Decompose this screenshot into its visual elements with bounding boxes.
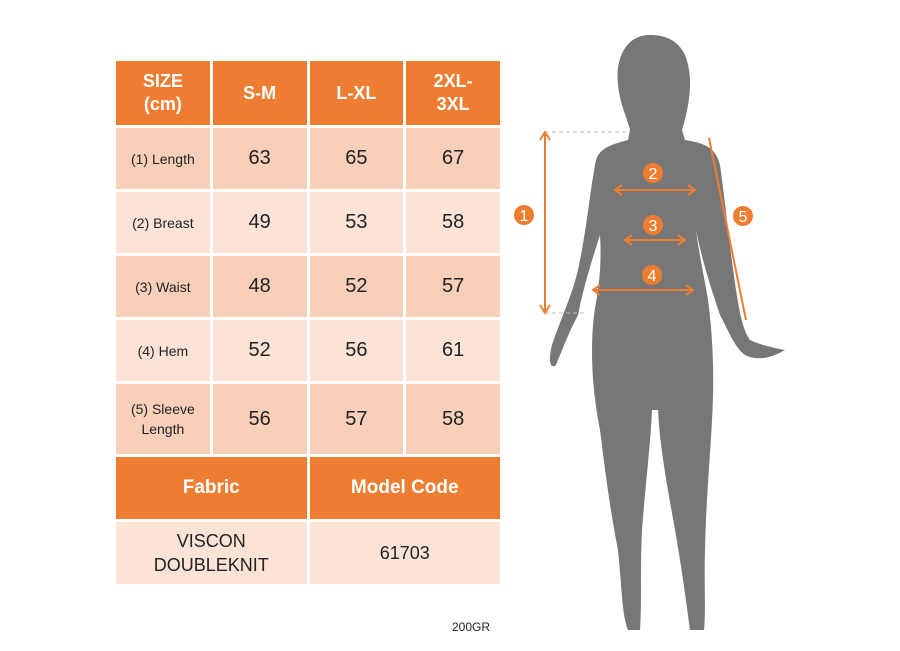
header-2xl-3xl: 2XL-3XL [403,58,503,128]
cell: 52 [209,317,310,384]
fabric-header: Fabric [113,454,310,522]
marker-3: 3 [649,218,658,235]
row-label: (2) Breast [113,189,213,256]
cell: 61 [403,317,503,384]
header-text: 2XL-3XL [433,71,473,114]
header-size: SIZE (cm) [113,58,213,128]
marker-2: 2 [649,166,658,183]
fabric-header-row: Fabric Model Code [113,454,503,522]
row-label: (5) Sleeve Length [113,381,213,457]
row-label-text: (5) Sleeve [130,401,195,417]
cell: 57 [306,381,407,457]
table-row: (1) Length 63 65 67 [113,125,503,192]
header-text: (cm) [143,94,182,114]
row-label: (1) Length [113,125,213,192]
marker-4: 4 [648,268,657,285]
weight-label: 200GR [452,620,491,634]
cell: 67 [403,125,503,192]
cell: 58 [403,381,503,457]
cell: 49 [209,189,310,256]
header-row: SIZE (cm) S-M L-XL 2XL-3XL [113,58,503,128]
row-label: (3) Waist [113,253,213,320]
marker-5: 5 [739,209,748,226]
header-s-m: S-M [209,58,310,128]
table-row: (3) Waist 48 52 57 [113,253,503,320]
cell: 53 [306,189,407,256]
row-label: (4) Hem [113,317,213,384]
body-silhouette-figure: 1 2 3 4 5 [514,35,785,630]
size-chart-table: SIZE (cm) S-M L-XL 2XL-3XL (1) Length 63 … [113,58,503,587]
cell: 52 [306,253,407,320]
table-row: (4) Hem 52 56 61 [113,317,503,384]
fabric-text: DOUBLEKNIT [153,555,269,575]
cell: 63 [209,125,310,192]
cell: 65 [306,125,407,192]
row-label-text: Length [141,421,185,437]
cell: 56 [209,381,310,457]
model-code-header: Model Code [306,454,503,522]
cell: 48 [209,253,310,320]
header-l-xl: L-XL [306,58,407,128]
table-row: (2) Breast 49 53 58 [113,189,503,256]
measurement-markers: 1 2 3 4 5 [514,163,753,285]
cell: 58 [403,189,503,256]
header-text: SIZE [142,71,183,91]
fabric-value: VISCON DOUBLEKNIT [113,519,310,587]
fabric-value-row: VISCON DOUBLEKNIT 61703 [113,519,503,587]
measurement-lines [539,130,747,321]
fabric-text: VISCON [176,531,246,551]
cell: 57 [403,253,503,320]
model-code-value: 61703 [306,519,503,587]
cell: 56 [306,317,407,384]
silhouette [549,35,785,630]
marker-1: 1 [520,208,529,225]
table-row: (5) Sleeve Length 56 57 58 [113,381,503,457]
